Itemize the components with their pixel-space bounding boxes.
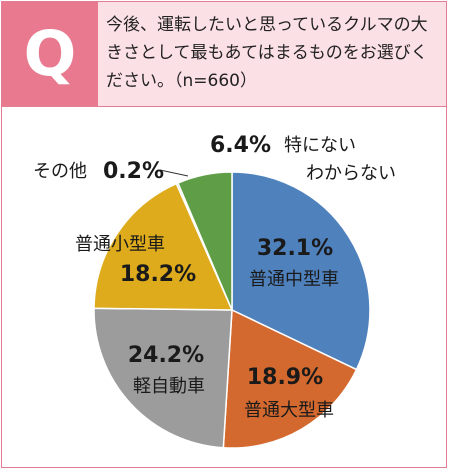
slice-category-label: 軽自動車 [133, 376, 205, 397]
pie-slice [177, 171, 233, 311]
pie-labels: 32.1% 普通中型車 18.9% 普通大型車 24.2% 軽自動車 普通小型車… [33, 133, 396, 421]
slice-category-label: 普通大型車 [244, 400, 334, 421]
question-text: 今後、運転したいと思っているクルマの大きさとして最もあてはまるものをお選びくださ… [106, 15, 428, 91]
question-header: Q 今後、運転したいと思っているクルマの大きさとして最もあてはまるものをお選びく… [2, 2, 446, 107]
pie-slice [93, 182, 234, 311]
slice-category-label: わからない [306, 163, 396, 184]
pie-slice [222, 308, 358, 449]
slice-category-label: 普通小型車 [75, 234, 165, 255]
slice-value-label: 24.2% [128, 343, 204, 368]
slice-category-label: 特にない [284, 135, 356, 156]
slice-value-label: 18.2% [120, 262, 196, 287]
slice-category-label: その他 [33, 161, 87, 182]
q-letter: Q [23, 17, 77, 90]
pie-slice [231, 171, 371, 371]
pie-slice [93, 307, 233, 449]
slice-value-label: 32.1% [257, 236, 333, 261]
slice-value-label: 6.4% [210, 133, 271, 158]
slice-category-label: 普通中型車 [249, 269, 339, 290]
slice-value-label: 0.2% [103, 159, 164, 184]
pie-slices [93, 169, 371, 449]
slice-value-label: 18.9% [247, 365, 323, 390]
q-badge: Q [2, 2, 98, 106]
leader-line [159, 169, 189, 177]
